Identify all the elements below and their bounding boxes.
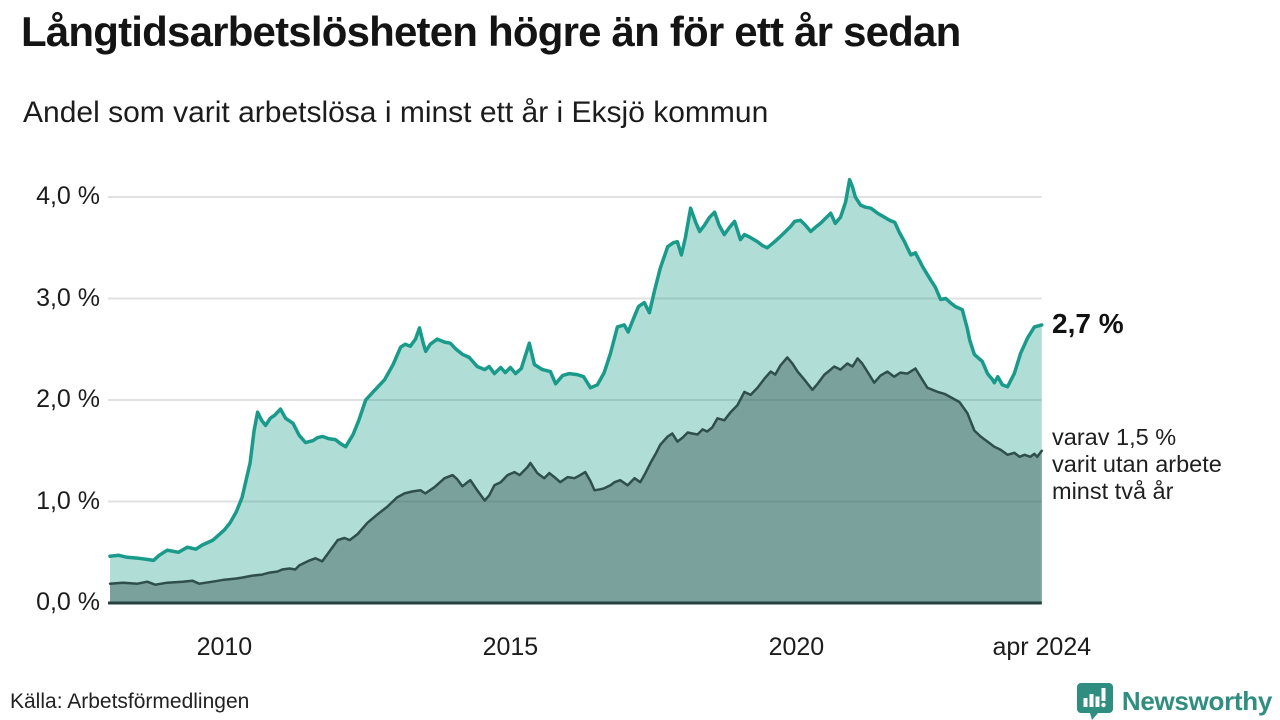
x-tick-label: 2010 <box>196 633 253 661</box>
page-title: Långtidsarbetslösheten högre än för ett … <box>21 8 961 55</box>
series-area-2 <box>110 357 1042 603</box>
series-line-1 <box>108 177 1044 563</box>
series-area-1 <box>110 179 1042 603</box>
x-tick-label: apr 2024 <box>992 633 1092 661</box>
source-credit: Källa: Arbetsförmedlingen <box>10 690 250 713</box>
y-tick-label: 1,0 % <box>36 486 100 515</box>
brand-logo: Newsworthy <box>1075 680 1272 720</box>
y-tick-label: 4,0 % <box>36 182 100 210</box>
brand-name: Newsworthy <box>1121 685 1272 716</box>
y-tick-label: 3,0 % <box>36 283 100 312</box>
annotation-line: minst två år <box>1052 478 1174 504</box>
area-chart <box>108 177 1044 605</box>
series-line-2 <box>108 356 1044 586</box>
page-subtitle: Andel som varit arbetslösa i minst ett å… <box>23 96 769 129</box>
annotation-line: varav 1,5 % <box>1052 424 1177 450</box>
series1-end-value-label: 2,7 % <box>1052 308 1124 339</box>
x-tick-label: 2020 <box>768 633 825 661</box>
x-tick-label: 2015 <box>482 633 539 661</box>
y-tick-label: 2,0 % <box>36 385 100 413</box>
series2-end-annotation: varav 1,5 % varit utan arbete minst två … <box>1052 424 1222 505</box>
y-tick-label: 0,0 % <box>36 588 100 616</box>
annotation-line: varit utan arbete <box>1052 451 1222 477</box>
newsworthy-bubble-chart-icon <box>1076 683 1113 720</box>
